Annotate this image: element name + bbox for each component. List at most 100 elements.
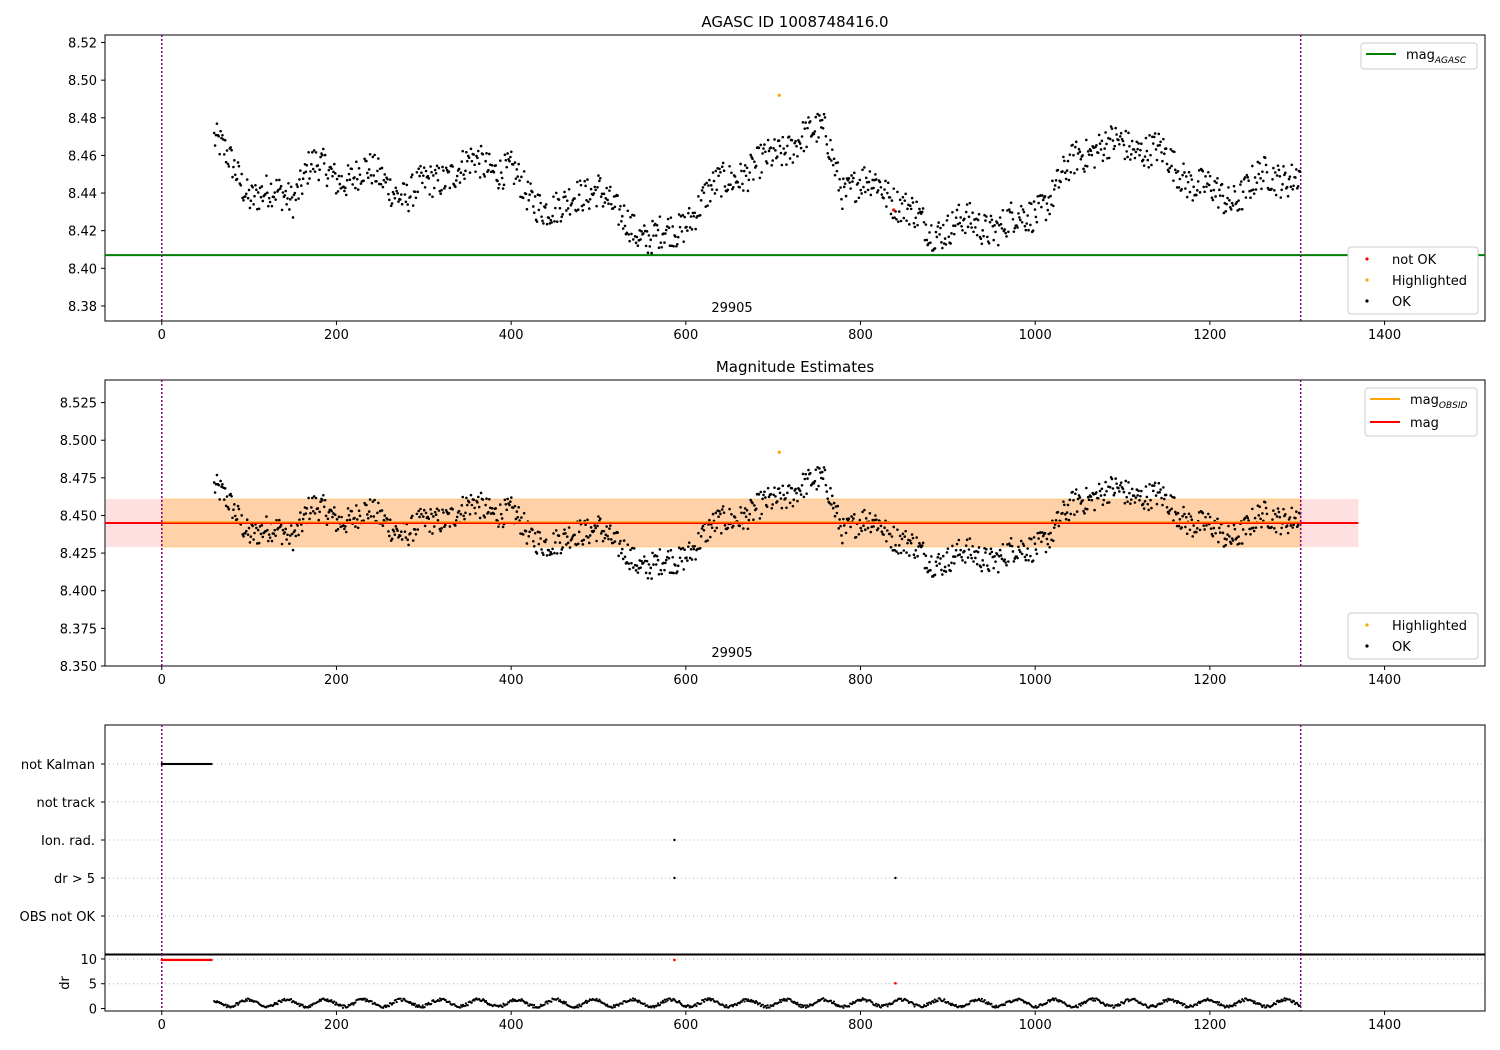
dr-point (990, 1002, 993, 1005)
ok-point (864, 176, 868, 180)
ok-point (284, 189, 288, 193)
ok-point (996, 221, 999, 225)
dr-point (789, 998, 792, 1001)
dr-panel-x-ticks: 0 200 400 600 800 1000 1200 1400 (158, 1011, 1401, 1033)
ok-point (229, 146, 232, 149)
ok-point (747, 178, 751, 182)
ok-point (807, 468, 810, 472)
ok-point (366, 516, 370, 520)
dr-point (768, 1006, 771, 1009)
ok-point (611, 541, 615, 545)
ok-point (1237, 199, 1240, 202)
ok-point (885, 205, 888, 208)
dr-point (478, 997, 481, 1001)
ok-point (739, 505, 742, 509)
ok-point (830, 494, 834, 498)
ok-point (970, 556, 973, 560)
x-tick-label: 1200 (1193, 328, 1226, 343)
ok-point (817, 484, 820, 488)
dr-point (587, 1000, 590, 1003)
ok-point (764, 150, 767, 154)
ok-point (851, 180, 854, 183)
ok-point (803, 127, 807, 130)
ok-point (1228, 199, 1231, 202)
dr-point (401, 999, 404, 1002)
mag-legend-top: magOBSID mag (1364, 387, 1478, 437)
ok-point (1103, 147, 1106, 150)
ok-point (689, 547, 693, 551)
ok-point (332, 512, 335, 515)
ok-point (355, 504, 358, 507)
ok-point (266, 191, 269, 194)
ok-point (533, 195, 537, 198)
ok-point (476, 156, 479, 160)
ok-point (319, 500, 322, 504)
ok-point (223, 139, 227, 142)
ok-point (499, 503, 502, 506)
ok-point (908, 554, 911, 557)
ok-point (726, 188, 730, 192)
ok-point (323, 153, 327, 157)
dr-point (876, 1005, 879, 1008)
ok-point (806, 126, 809, 130)
ok-point (1282, 165, 1285, 168)
ok-point (1104, 480, 1107, 484)
ok-point (990, 218, 994, 222)
dr-point (778, 998, 782, 1002)
ok-point (1020, 220, 1024, 224)
ok-point (888, 196, 892, 199)
ok-point (518, 179, 521, 182)
ok-point (1089, 495, 1093, 498)
ok-point (331, 515, 334, 519)
ok-point (1154, 148, 1158, 151)
ok-point (286, 533, 289, 537)
ok-point (979, 565, 983, 569)
dr-point (1094, 999, 1097, 1002)
ok-point (777, 139, 781, 142)
ok-point (265, 515, 268, 518)
ok-point (603, 536, 607, 540)
ok-point (1168, 509, 1172, 512)
ok-point (733, 516, 737, 519)
ok-point (1177, 524, 1181, 528)
ok-point (528, 193, 531, 196)
ok-point (413, 528, 417, 531)
ok-point (433, 510, 437, 514)
dr-point (725, 1004, 728, 1007)
ok-point (693, 544, 697, 548)
ok-point (1119, 131, 1123, 135)
dr-point (848, 1005, 851, 1008)
ok-point (473, 163, 476, 167)
ok-point (1155, 502, 1159, 506)
ok-point (630, 561, 633, 565)
ok-point (248, 541, 252, 544)
ok-point (1290, 163, 1294, 167)
ok-point (642, 232, 645, 235)
ok-point (410, 514, 414, 518)
dr-point (932, 1001, 935, 1004)
ok-point (372, 515, 376, 518)
ok-point (1079, 502, 1083, 505)
ok-point (481, 498, 485, 501)
dr-point (575, 1006, 578, 1009)
ok-point (658, 548, 662, 551)
ok-point (541, 551, 544, 555)
ok-point (504, 158, 508, 162)
ok-point (476, 495, 480, 499)
ok-point (396, 529, 399, 532)
ok-point (1143, 500, 1147, 503)
ok-point (368, 152, 372, 156)
ok-point (840, 197, 843, 201)
ok-point (477, 162, 481, 166)
dr-point (922, 1005, 925, 1009)
ok-point (1195, 527, 1199, 530)
ok-point (598, 176, 602, 180)
ok-point (275, 518, 278, 522)
ok-point (552, 195, 555, 198)
ok-point (613, 205, 617, 209)
ok-point (215, 122, 219, 125)
ok-point (586, 518, 589, 522)
ok-point (270, 204, 274, 208)
ok-point (835, 511, 839, 515)
ok-point (838, 518, 841, 521)
